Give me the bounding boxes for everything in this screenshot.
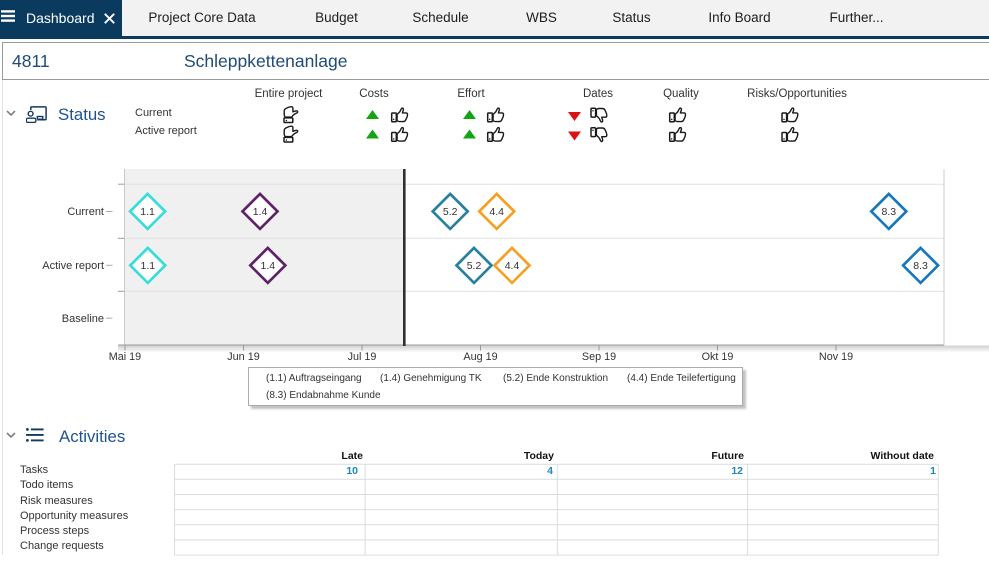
svg-text:8.3: 8.3 <box>881 206 896 218</box>
svg-text:Jun 19: Jun 19 <box>227 351 259 363</box>
svg-text:Baseline: Baseline <box>62 313 104 325</box>
svg-text:Sep 19: Sep 19 <box>582 351 616 363</box>
svg-text:Nov 19: Nov 19 <box>819 351 853 363</box>
svg-text:1.1: 1.1 <box>140 206 155 218</box>
svg-text:1.4: 1.4 <box>253 206 268 218</box>
svg-text:1.1: 1.1 <box>140 260 155 272</box>
svg-text:5.2: 5.2 <box>467 260 482 272</box>
svg-text:Current: Current <box>67 206 104 218</box>
svg-text:8.3: 8.3 <box>913 260 928 272</box>
svg-text:Active report: Active report <box>42 260 104 272</box>
svg-text:4.4: 4.4 <box>505 260 520 272</box>
svg-text:Aug 19: Aug 19 <box>463 351 497 363</box>
svg-text:1.4: 1.4 <box>260 260 275 272</box>
svg-text:Okt 19: Okt 19 <box>702 351 734 363</box>
svg-text:Jul 19: Jul 19 <box>348 351 377 363</box>
svg-text:Mai 19: Mai 19 <box>109 351 141 363</box>
svg-text:5.2: 5.2 <box>443 206 458 218</box>
svg-text:4.4: 4.4 <box>489 206 504 218</box>
